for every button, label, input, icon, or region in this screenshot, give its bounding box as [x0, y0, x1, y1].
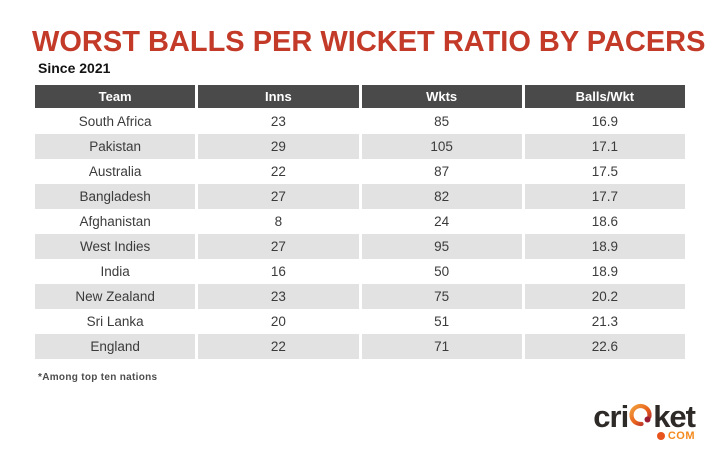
- column-header-team: Team: [35, 85, 196, 108]
- footnote: *Among top ten nations: [38, 372, 158, 383]
- team-cell: West Indies: [35, 234, 196, 259]
- balls-per-wkt-cell: 17.5: [591, 164, 619, 179]
- stats-table: Team Inns Wkts Balls/Wkt South Africa 23…: [35, 85, 685, 359]
- inns-cell: 8: [274, 214, 283, 229]
- wkts-cell: 95: [361, 234, 522, 259]
- inns-cell: 20: [270, 314, 286, 329]
- table-header-row: Team Inns Wkts Balls/Wkt: [35, 85, 685, 108]
- wkts-cell: 75: [361, 284, 522, 309]
- page-subtitle: Since 2021: [38, 60, 111, 76]
- inns-cell: 22: [270, 164, 286, 179]
- table-row: Bangladesh 27 82 17.7: [35, 184, 685, 209]
- wkts-cell: 71: [361, 334, 522, 359]
- balls-per-wkt-cell: 17.1: [524, 134, 685, 159]
- column-header-balls-per-wkt: Balls/Wkt: [524, 85, 685, 108]
- table-row: West Indies 27 95 18.9: [35, 234, 685, 259]
- table-row: New Zealand 23 75 20.2: [35, 284, 685, 309]
- dot-icon: [656, 432, 665, 440]
- team-cell: England: [35, 334, 196, 359]
- wkts-cell: 85: [434, 114, 450, 129]
- inns-cell: 27: [198, 234, 359, 259]
- logo-text-suffix: ket: [653, 399, 696, 434]
- cricket-com-logo: cri ket COM: [593, 399, 696, 442]
- balls-per-wkt-cell: 22.6: [524, 334, 685, 359]
- balls-per-wkt-cell: 16.9: [591, 114, 619, 129]
- page-title: WORST BALLS PER WICKET RATIO BY PACERS: [32, 26, 706, 58]
- table-row: Pakistan 29 105 17.1: [35, 134, 685, 159]
- table-row: India 16 50 18.9: [35, 259, 685, 284]
- table-row: England 22 71 22.6: [35, 334, 685, 359]
- inns-cell: 16: [270, 264, 286, 279]
- wkts-cell: 105: [361, 134, 522, 159]
- wkts-cell: 87: [434, 164, 450, 179]
- table-row: South Africa 23 85 16.9: [35, 109, 685, 134]
- inns-cell: 23: [198, 284, 359, 309]
- balls-per-wkt-cell: 18.9: [524, 234, 685, 259]
- logo-tld: COM: [593, 430, 695, 442]
- team-cell: Sri Lanka: [86, 314, 144, 329]
- balls-per-wkt-cell: 18.9: [591, 264, 619, 279]
- team-cell: South Africa: [78, 114, 152, 129]
- team-cell: Afghanistan: [79, 214, 151, 229]
- column-header-wkts: Wkts: [361, 85, 522, 108]
- balls-per-wkt-cell: 20.2: [524, 284, 685, 309]
- balls-per-wkt-cell: 18.6: [591, 214, 619, 229]
- wkts-cell: 82: [361, 184, 522, 209]
- table-row: Afghanistan 8 24 18.6: [35, 209, 685, 234]
- logo-text-prefix: cri: [593, 399, 629, 434]
- team-cell: New Zealand: [35, 284, 196, 309]
- wkts-cell: 24: [434, 214, 450, 229]
- table-row: Sri Lanka 20 51 21.3: [35, 309, 685, 334]
- table-row: Australia 22 87 17.5: [35, 159, 685, 184]
- wkts-cell: 50: [434, 264, 450, 279]
- balls-per-wkt-cell: 17.7: [524, 184, 685, 209]
- team-cell: Australia: [88, 164, 142, 179]
- team-cell: Pakistan: [35, 134, 196, 159]
- inns-cell: 29: [198, 134, 359, 159]
- logo-wordmark: cri ket: [593, 399, 696, 434]
- balls-per-wkt-cell: 21.3: [591, 314, 619, 329]
- inns-cell: 23: [270, 114, 286, 129]
- swirl-c-icon: [627, 401, 654, 433]
- column-header-inns: Inns: [198, 85, 359, 108]
- inns-cell: 27: [198, 184, 359, 209]
- team-cell: Bangladesh: [35, 184, 196, 209]
- team-cell: India: [100, 264, 130, 279]
- inns-cell: 22: [198, 334, 359, 359]
- logo-tld-text: COM: [667, 430, 695, 442]
- wkts-cell: 51: [434, 314, 450, 329]
